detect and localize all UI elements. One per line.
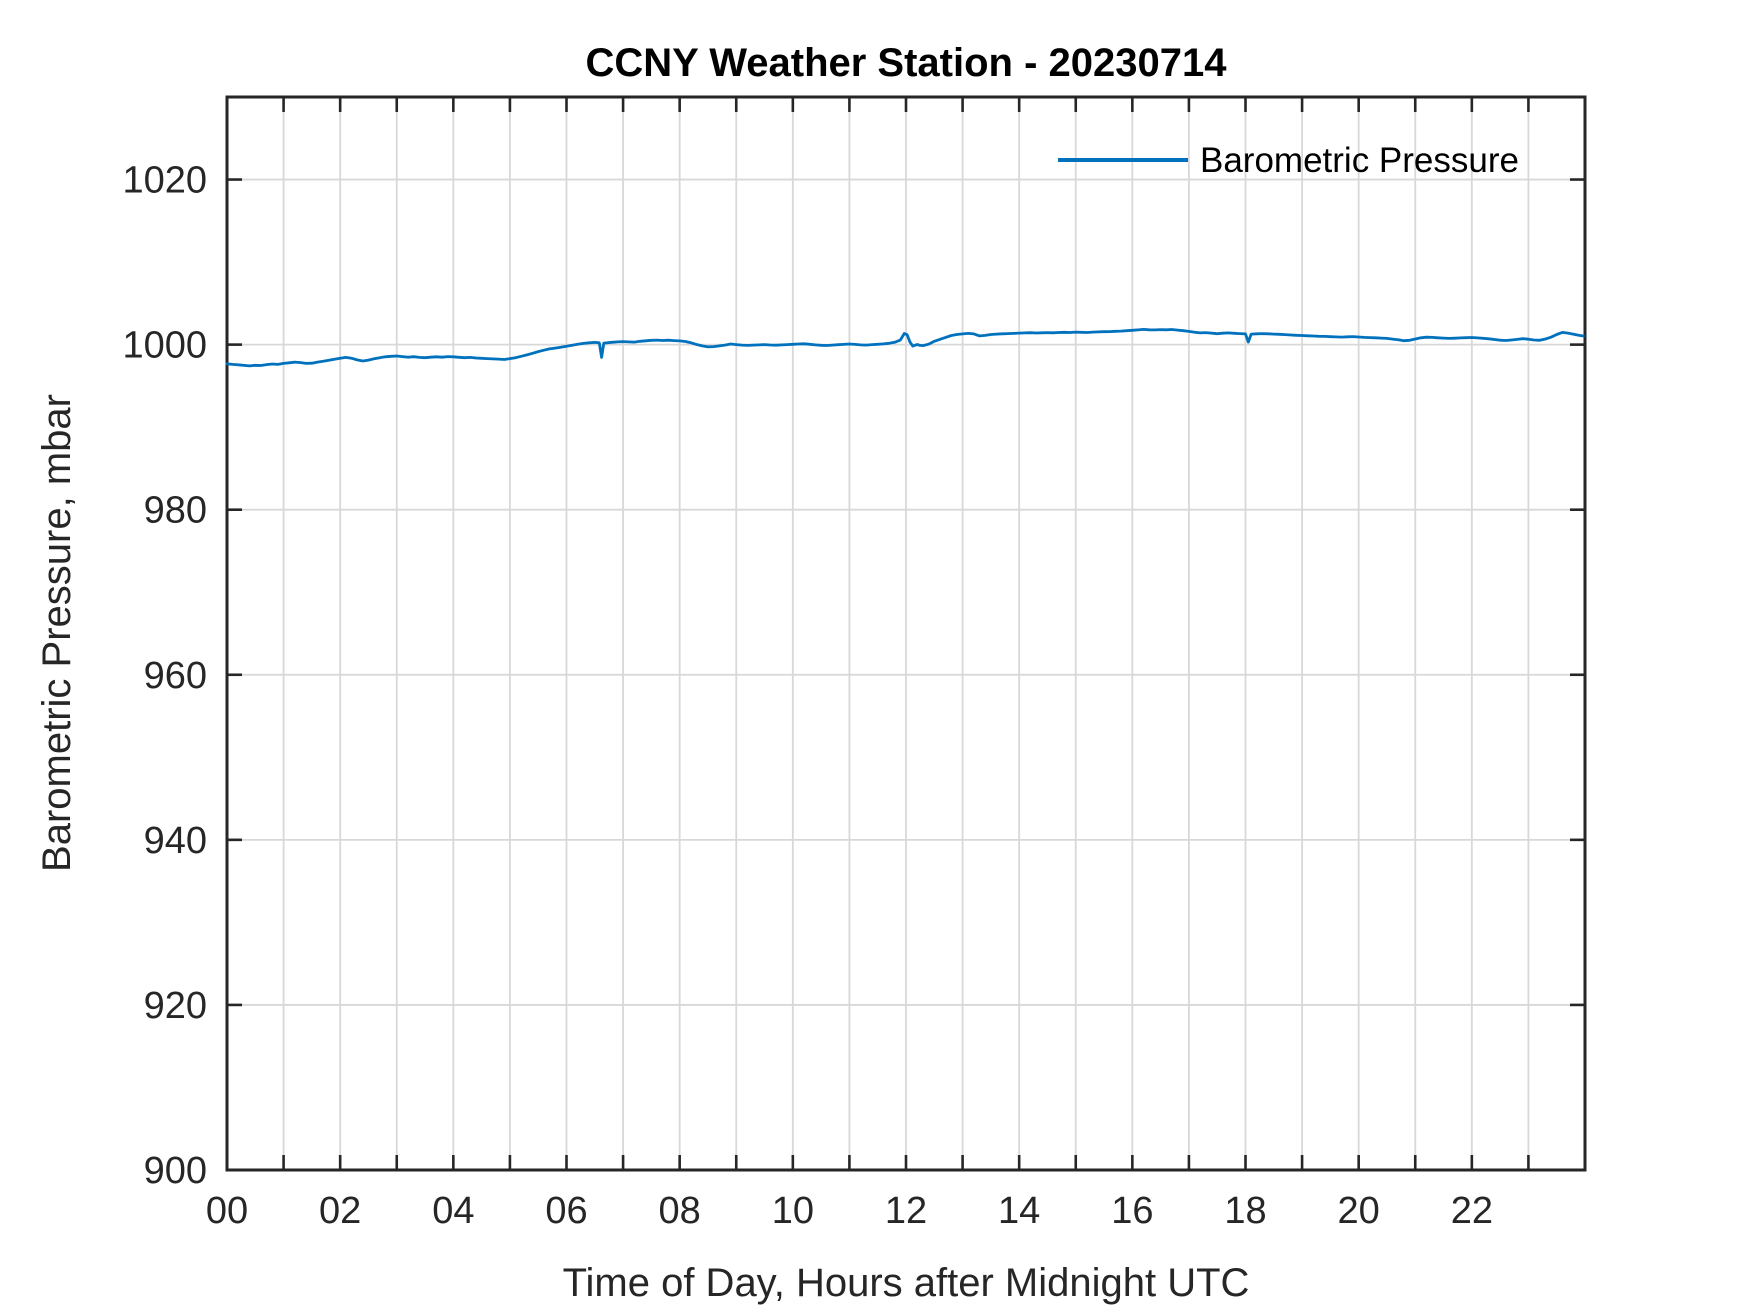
y-tick-label: 1000 [122, 325, 207, 367]
series-layer [225, 327, 1585, 368]
x-tick-label: 00 [206, 1190, 248, 1232]
y-axis-label: Barometric Pressure, mbar [35, 394, 79, 872]
y-tick-label: 1020 [122, 160, 207, 202]
x-tick-label: 18 [1224, 1190, 1266, 1232]
x-tick-label: 04 [432, 1190, 474, 1232]
x-tick-label: 20 [1338, 1190, 1380, 1232]
legend-label: Barometric Pressure [1200, 141, 1519, 180]
y-tick-label: 980 [144, 490, 207, 532]
x-tick-label: 12 [885, 1190, 927, 1232]
y-tick-label: 940 [144, 820, 207, 862]
y-tick-label: 960 [144, 655, 207, 697]
x-tick-label: 08 [659, 1190, 701, 1232]
tick-label-layer: 00 02 04 06 08 10 12 14 16 18 20 22 900 920 940 960 980 1… [122, 160, 1493, 1232]
x-tick-label: 22 [1451, 1190, 1493, 1232]
chart-title: CCNY Weather Station - 20230714 [586, 41, 1228, 85]
y-tick-label: 920 [144, 985, 207, 1027]
x-tick-label: 10 [772, 1190, 814, 1232]
x-tick-label: 02 [319, 1190, 361, 1232]
x-tick-label: 16 [1111, 1190, 1153, 1232]
tick-layer [225, 97, 1587, 1172]
plot-frame [225, 95, 1587, 1172]
y-tick-label: 900 [144, 1150, 207, 1192]
legend: Barometric Pressure [1058, 141, 1519, 180]
grid-layer [227, 97, 1585, 1170]
x-axis-label: Time of Day, Hours after Midnight UTC [563, 1261, 1250, 1305]
series-barometric-pressure [225, 327, 1585, 368]
x-tick-label: 06 [545, 1190, 587, 1232]
x-tick-label: 14 [998, 1190, 1040, 1232]
